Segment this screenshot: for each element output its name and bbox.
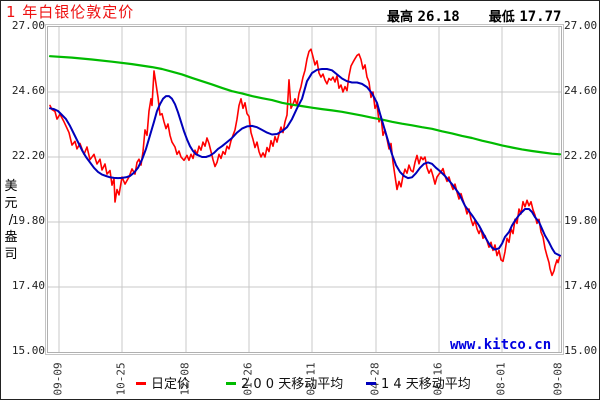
legend-label: 1 4 天移动平均 (381, 377, 471, 392)
unit-char: 司 (4, 247, 18, 262)
series-line-2 (49, 68, 561, 257)
y-tick-left: 27.00 (11, 19, 45, 32)
series-line-1 (48, 55, 561, 156)
legend-dash-icon (366, 382, 376, 385)
y-tick-left: 22.20 (11, 149, 45, 162)
unit-char: 盎 (4, 230, 18, 245)
y-tick-left: 17.40 (11, 279, 45, 292)
y-tick-right: 24.60 (564, 84, 598, 97)
series-line-0 (49, 48, 561, 277)
y-tick-right: 19.80 (564, 214, 598, 227)
y-tick-right: 17.40 (564, 279, 598, 292)
low-value: 17.77 (519, 9, 562, 25)
y-tick-left: 19.80 (11, 214, 45, 227)
y-tick-left: 15.00 (11, 344, 45, 357)
chart-title: 1 年白银伦敦定价 (6, 3, 135, 21)
legend-item-0: 日定价 (136, 376, 190, 394)
unit-char: / (8, 213, 14, 228)
low-label: 最低 (488, 10, 515, 25)
high-label: 最高 (387, 10, 414, 25)
y-tick-right: 22.20 (564, 149, 598, 162)
legend-item-2: 1 4 天移动平均 (366, 376, 471, 394)
chart-svg (48, 27, 561, 352)
y-axis-unit-label: 美元 / 盎司 (3, 178, 19, 263)
legend-item-1: 2 0 0 天移动平均 (226, 376, 343, 394)
plot-area (45, 24, 564, 355)
unit-char: 美 (4, 179, 18, 194)
y-tick-right: 15.00 (564, 344, 598, 357)
legend-dash-icon (226, 382, 236, 385)
y-tick-right: 27.00 (564, 19, 598, 32)
high-low-stats: 最高 26.18 最低 17.77 (387, 6, 561, 25)
y-tick-left: 24.60 (11, 84, 45, 97)
high-value: 26.18 (417, 9, 460, 25)
legend-label: 日定价 (151, 377, 191, 392)
kitco-watermark: www.kitco.cn (450, 337, 552, 353)
legend-label: 2 0 0 天移动平均 (241, 377, 344, 392)
legend-dash-icon (136, 382, 146, 385)
chart-legend: 日定价 2 0 0 天移动平均 1 4 天移动平均 (1, 376, 599, 394)
unit-char: 元 (4, 196, 18, 211)
